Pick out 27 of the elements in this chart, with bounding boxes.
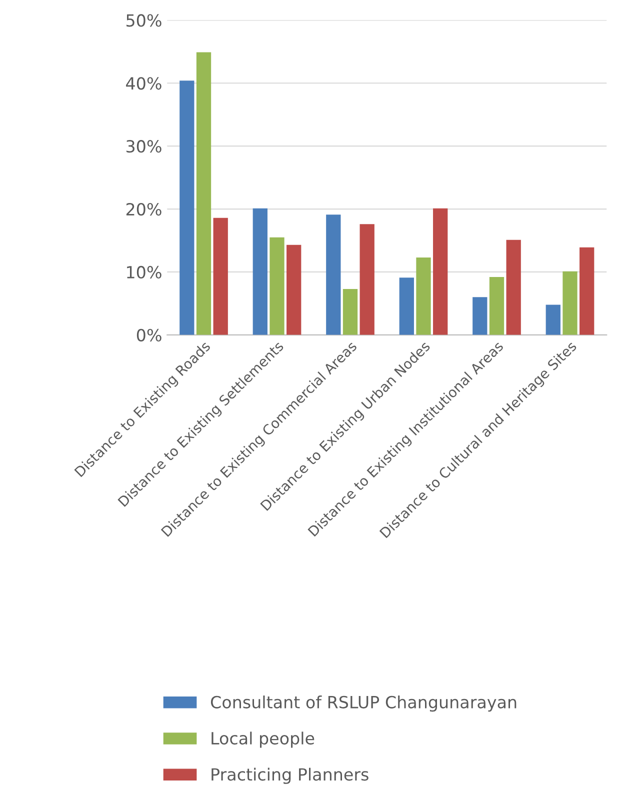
- bar: [546, 304, 560, 335]
- bar: [562, 271, 578, 335]
- bar: [286, 244, 302, 335]
- bar: [196, 52, 212, 335]
- y-tick-label: 20%: [126, 202, 162, 216]
- y-tick-label: 0%: [136, 328, 162, 342]
- bar: [506, 240, 521, 335]
- y-tick-label: 30%: [126, 140, 162, 153]
- bar: [326, 214, 341, 335]
- bar: [360, 224, 374, 335]
- bar: [270, 237, 284, 335]
- legend-label: Local people: [212, 732, 314, 748]
- bar: [489, 276, 504, 335]
- legend-label: Practicing Planners: [212, 768, 368, 784]
- y-tick-label: 50%: [126, 14, 162, 27]
- legend-label: Consultant of RSLUP Changunarayan: [210, 696, 516, 712]
- bar: [416, 257, 431, 335]
- y-tick-label: 40%: [126, 77, 162, 90]
- bar: [342, 288, 358, 335]
- y-tick-label: 10%: [127, 266, 162, 279]
- bar: [213, 218, 228, 335]
- bar: [580, 247, 594, 335]
- bar: [180, 80, 194, 335]
- bar: [399, 278, 414, 335]
- bar: [433, 208, 448, 335]
- bar: [252, 208, 268, 335]
- bar: [472, 297, 488, 335]
